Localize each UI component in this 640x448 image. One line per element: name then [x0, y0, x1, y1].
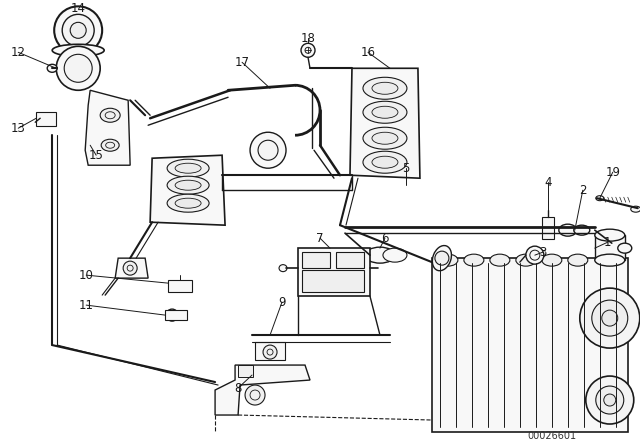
Ellipse shape: [101, 139, 119, 151]
Ellipse shape: [516, 254, 536, 266]
Ellipse shape: [100, 108, 120, 122]
Ellipse shape: [363, 78, 407, 99]
Text: 19: 19: [605, 166, 620, 179]
Ellipse shape: [568, 254, 588, 266]
Bar: [238, 365, 253, 377]
Text: 12: 12: [11, 46, 26, 59]
Text: 8: 8: [234, 382, 242, 395]
Circle shape: [62, 14, 94, 46]
Text: 1: 1: [604, 236, 612, 249]
Bar: [298, 248, 370, 296]
Circle shape: [580, 288, 640, 348]
Ellipse shape: [433, 246, 451, 271]
Text: 16: 16: [360, 46, 376, 59]
Bar: [165, 310, 187, 320]
Bar: [432, 258, 628, 432]
Circle shape: [586, 376, 634, 424]
Text: 13: 13: [11, 122, 26, 135]
Bar: [168, 280, 192, 292]
Ellipse shape: [372, 106, 398, 118]
Ellipse shape: [279, 265, 287, 271]
Text: 7: 7: [316, 232, 324, 245]
Circle shape: [526, 246, 544, 264]
Text: 3: 3: [539, 246, 547, 258]
Text: 10: 10: [79, 269, 93, 282]
Ellipse shape: [596, 196, 604, 201]
Ellipse shape: [595, 229, 625, 241]
Ellipse shape: [464, 254, 484, 266]
Circle shape: [301, 43, 315, 57]
Text: 11: 11: [79, 299, 93, 312]
Text: 14: 14: [70, 2, 86, 15]
Bar: [595, 235, 625, 260]
Ellipse shape: [383, 248, 407, 262]
Bar: [336, 252, 364, 268]
Ellipse shape: [631, 206, 640, 212]
Circle shape: [70, 22, 86, 39]
Circle shape: [64, 54, 92, 82]
Ellipse shape: [490, 254, 510, 266]
Polygon shape: [350, 68, 420, 178]
Ellipse shape: [372, 156, 398, 168]
Ellipse shape: [574, 225, 590, 235]
Ellipse shape: [47, 65, 57, 72]
Ellipse shape: [167, 159, 209, 177]
Ellipse shape: [52, 44, 104, 56]
Circle shape: [250, 132, 286, 168]
Ellipse shape: [175, 180, 201, 190]
Text: 6: 6: [381, 232, 388, 245]
Ellipse shape: [542, 254, 562, 266]
Ellipse shape: [618, 243, 632, 253]
Ellipse shape: [365, 247, 395, 263]
Text: 18: 18: [301, 32, 316, 45]
Circle shape: [596, 386, 624, 414]
Circle shape: [123, 261, 137, 275]
Circle shape: [592, 300, 628, 336]
Ellipse shape: [175, 163, 201, 173]
Bar: [302, 252, 330, 268]
Ellipse shape: [167, 194, 209, 212]
Ellipse shape: [438, 254, 458, 266]
Bar: [542, 217, 554, 239]
Polygon shape: [215, 365, 310, 415]
Polygon shape: [85, 90, 130, 165]
Text: 2: 2: [579, 184, 586, 197]
Text: 00026601: 00026601: [527, 431, 577, 441]
Polygon shape: [150, 155, 225, 225]
Circle shape: [258, 140, 278, 160]
Text: 17: 17: [234, 56, 250, 69]
Circle shape: [435, 251, 449, 265]
Ellipse shape: [372, 82, 398, 94]
Ellipse shape: [167, 176, 209, 194]
Bar: [302, 270, 364, 292]
Circle shape: [56, 46, 100, 90]
Ellipse shape: [559, 224, 577, 236]
Text: 4: 4: [544, 176, 552, 189]
Ellipse shape: [595, 254, 625, 266]
Circle shape: [54, 6, 102, 54]
Bar: [36, 112, 56, 126]
Text: 5: 5: [403, 162, 410, 175]
Circle shape: [245, 385, 265, 405]
Ellipse shape: [363, 101, 407, 123]
Ellipse shape: [372, 132, 398, 144]
Ellipse shape: [175, 198, 201, 208]
Circle shape: [602, 310, 618, 326]
Polygon shape: [115, 258, 148, 278]
Ellipse shape: [363, 151, 407, 173]
Text: 9: 9: [278, 296, 286, 309]
Circle shape: [166, 309, 178, 321]
Text: 15: 15: [89, 149, 104, 162]
Polygon shape: [255, 342, 285, 360]
Circle shape: [604, 394, 616, 406]
Ellipse shape: [363, 127, 407, 149]
Circle shape: [263, 345, 277, 359]
